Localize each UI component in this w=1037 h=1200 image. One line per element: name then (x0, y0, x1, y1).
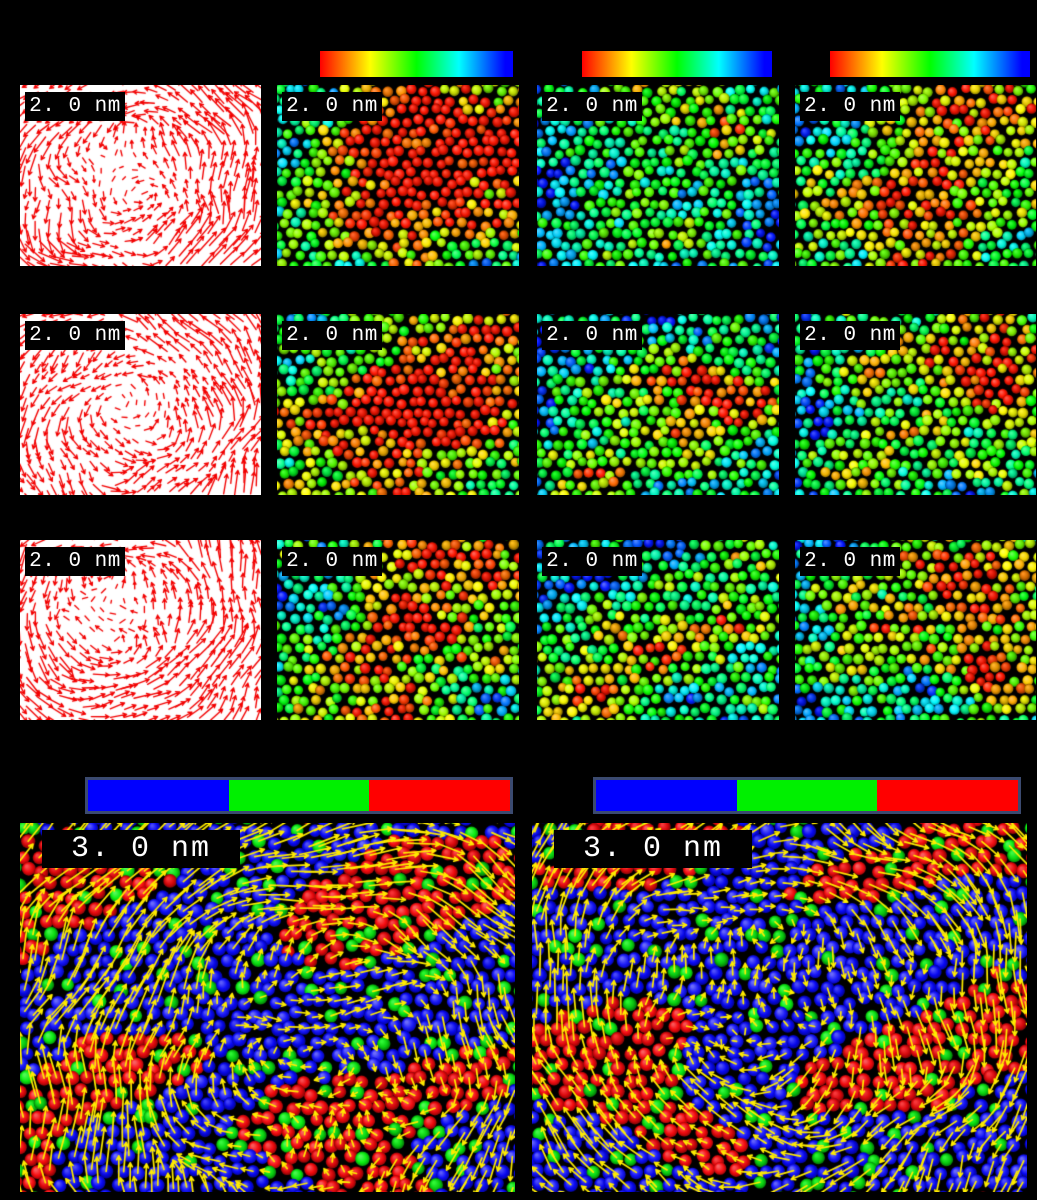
scale-bar-label: 2. 0 nm (800, 92, 900, 121)
legend-segment-green (736, 780, 878, 811)
scale-bar-text: 3. 0 nm (582, 832, 724, 866)
atom-map-panel-r1c2: 2. 0 nm (277, 85, 519, 266)
scale-bar-label: 2. 0 nm (800, 547, 900, 576)
scale-bar-label: 2. 0 nm (542, 547, 642, 576)
scale-bar-text: 2. 0 nm (286, 550, 378, 573)
scale-bar-text: 2. 0 nm (804, 95, 896, 118)
scale-bar-text: 2. 0 nm (804, 324, 896, 347)
legend-segment-red (877, 780, 1019, 811)
rainbow-colorbar-col2 (320, 51, 513, 77)
legend-segment-blue (596, 780, 737, 811)
atom-displacement-canvas-right (532, 823, 1027, 1192)
atom-displacement-panel-right: 3. 0 nm (532, 823, 1027, 1192)
scale-bar-text: 2. 0 nm (29, 324, 121, 347)
scale-bar-label-large: 3. 0 nm (554, 830, 752, 868)
scale-bar-text: 2. 0 nm (29, 550, 121, 573)
scale-bar-label: 2. 0 nm (282, 92, 382, 121)
atom-map-panel-r3c3: 2. 0 nm (537, 540, 779, 720)
rainbow-colorbar-col4 (830, 51, 1030, 77)
scale-bar-label: 2. 0 nm (542, 321, 642, 350)
scale-bar-label: 2. 0 nm (25, 547, 125, 576)
atom-map-panel-r1c3: 2. 0 nm (537, 85, 779, 266)
atom-map-panel-r2c2: 2. 0 nm (277, 314, 519, 495)
rainbow-colorbar-col3 (582, 51, 772, 77)
scale-bar-label: 2. 0 nm (282, 547, 382, 576)
scale-bar-text: 2. 0 nm (286, 95, 378, 118)
scale-bar-text: 2. 0 nm (546, 95, 638, 118)
scale-bar-text: 2. 0 nm (546, 324, 638, 347)
legend-segment-blue (88, 780, 229, 811)
atom-map-panel-r3c2: 2. 0 nm (277, 540, 519, 720)
tricolor-legend-left (85, 777, 513, 814)
vector-field-panel-r2: 2. 0 nm (20, 314, 261, 495)
atom-map-panel-r2c3: 2. 0 nm (537, 314, 779, 495)
scale-bar-label: 2. 0 nm (282, 321, 382, 350)
scale-bar-label-large: 3. 0 nm (42, 830, 240, 868)
atom-map-panel-r1c4: 2. 0 nm (795, 85, 1036, 266)
scale-bar-label: 2. 0 nm (25, 321, 125, 350)
scale-bar-text: 2. 0 nm (546, 550, 638, 573)
scale-bar-label: 2. 0 nm (25, 92, 125, 121)
legend-segment-green (228, 780, 370, 811)
atom-displacement-canvas-left (20, 823, 515, 1192)
atom-map-panel-r3c4: 2. 0 nm (795, 540, 1036, 720)
vector-field-panel-r3: 2. 0 nm (20, 540, 261, 720)
scale-bar-label: 2. 0 nm (542, 92, 642, 121)
scale-bar-label: 2. 0 nm (800, 321, 900, 350)
scale-bar-text: 3. 0 nm (70, 832, 212, 866)
scale-bar-text: 2. 0 nm (29, 95, 121, 118)
atom-map-panel-r2c4: 2. 0 nm (795, 314, 1036, 495)
scale-bar-text: 2. 0 nm (804, 550, 896, 573)
legend-segment-red (369, 780, 511, 811)
vector-field-panel-r1: 2. 0 nm (20, 85, 261, 266)
tricolor-legend-right (593, 777, 1021, 814)
atom-displacement-panel-left: 3. 0 nm (20, 823, 515, 1192)
scale-bar-text: 2. 0 nm (286, 324, 378, 347)
